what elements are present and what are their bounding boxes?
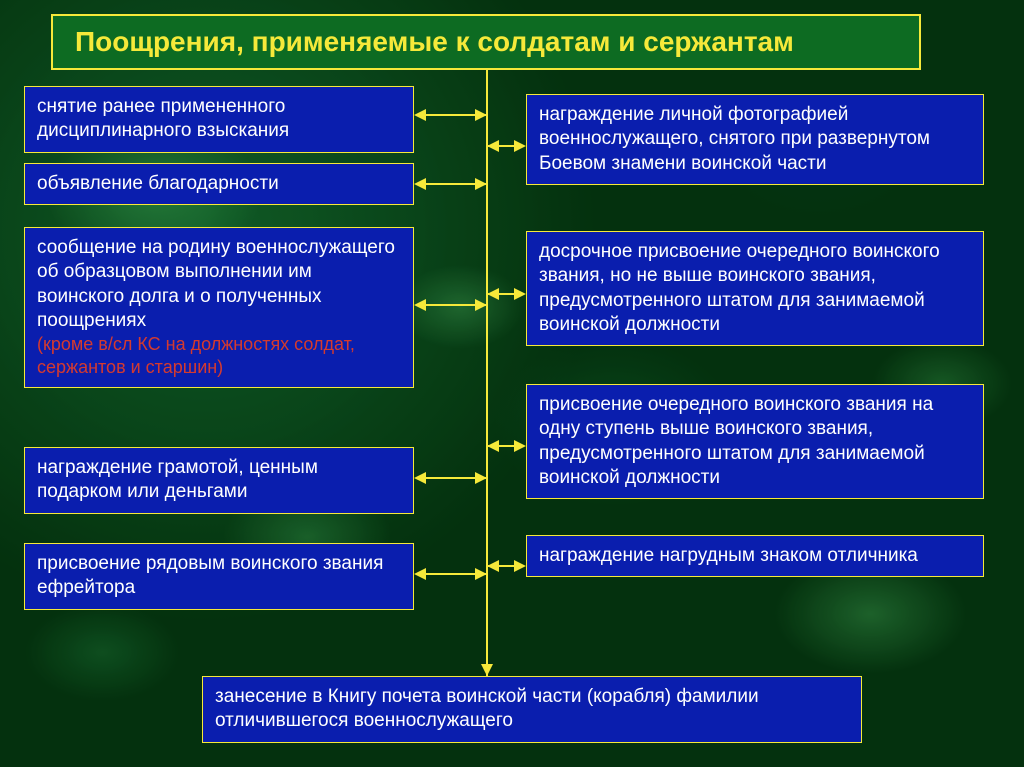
right-r1-box: награждение личной фотографией военнослу… xyxy=(526,94,984,185)
right-r4-text: награждение нагрудным знаком отличника xyxy=(539,544,971,568)
left-l5-text: присвоение рядовым воинского звания ефре… xyxy=(37,552,401,601)
right-r1-text: награждение личной фотографией военнослу… xyxy=(539,103,971,176)
title-box: Поощрения, применяемые к солдатам и серж… xyxy=(51,14,921,70)
right-r2-text: досрочное присвоение очередного воинског… xyxy=(539,240,971,337)
left-l2-text: объявление благодарности xyxy=(37,172,401,196)
right-r4-box: награждение нагрудным знаком отличника xyxy=(526,535,984,577)
title-text: Поощрения, применяемые к солдатам и серж… xyxy=(75,26,897,58)
left-l4-box: награждение грамотой, ценным подарком ил… xyxy=(24,447,414,514)
right-r2-box: досрочное присвоение очередного воинског… xyxy=(526,231,984,346)
bottom-b1-text: занесение в Книгу почета воинской части … xyxy=(215,685,849,734)
left-l3-text: сообщение на родину военнослужащего об о… xyxy=(37,236,401,333)
right-r3-text: присвоение очередного воинского звания н… xyxy=(539,393,971,490)
left-l2-box: объявление благодарности xyxy=(24,163,414,205)
left-l3-box: сообщение на родину военнослужащего об о… xyxy=(24,227,414,388)
right-r3-box: присвоение очередного воинского звания н… xyxy=(526,384,984,499)
left-l1-box: снятие ранее примененного дисциплинарног… xyxy=(24,86,414,153)
left-l5-box: присвоение рядовым воинского звания ефре… xyxy=(24,543,414,610)
left-l4-text: награждение грамотой, ценным подарком ил… xyxy=(37,456,401,505)
bottom-b1-box: занесение в Книгу почета воинской части … xyxy=(202,676,862,743)
left-l3-note: (кроме в/сл КС на должностях солдат, сер… xyxy=(37,333,401,379)
left-l1-text: снятие ранее примененного дисциплинарног… xyxy=(37,95,401,144)
